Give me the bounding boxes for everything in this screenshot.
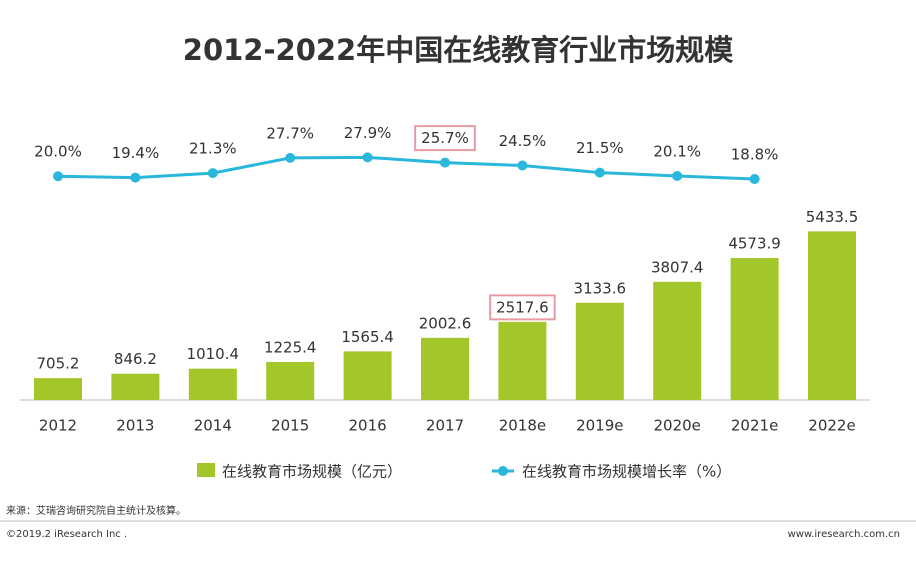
x-tick-label: 2018e	[499, 417, 546, 435]
data-label: 24.5%	[499, 132, 547, 150]
source: 来源：艾瑞咨询研究院自主统计及核算。	[6, 504, 186, 517]
bar	[653, 281, 702, 400]
x-tick-label: 2021e	[731, 417, 778, 435]
line-point	[285, 152, 296, 163]
data-label: 25.7%	[421, 129, 469, 147]
x-tick-label: 2015	[271, 417, 309, 435]
bar	[188, 368, 237, 400]
x-tick-label: 2012	[39, 417, 77, 435]
line-point	[53, 171, 63, 182]
chart-title: 2012-2022年中国在线教育行业市场规模	[183, 33, 734, 67]
data-label: 846.2	[114, 350, 157, 368]
x-tick-label: 2019e	[576, 417, 623, 435]
x-tick-label: 2016	[349, 417, 387, 435]
line-point	[440, 157, 450, 168]
legend-swatch	[498, 466, 508, 476]
data-label: 1565.4	[341, 328, 394, 346]
line-point	[749, 174, 760, 185]
data-label: 3133.6	[574, 279, 627, 297]
line-point	[362, 152, 373, 163]
bar	[34, 378, 82, 400]
highlight-box	[414, 125, 476, 152]
data-label: 2002.6	[419, 314, 472, 332]
x-tick-label: 2017	[426, 417, 464, 435]
bar	[730, 258, 779, 400]
line-point	[207, 168, 218, 179]
bar	[266, 361, 315, 400]
data-label: 1225.4	[264, 338, 317, 356]
website: www.iresearch.com.cn	[788, 529, 900, 540]
legend-label: 在线教育市场规模增长率（%）	[522, 463, 731, 481]
data-label: 2517.6	[496, 298, 549, 316]
bar	[111, 373, 160, 400]
bar	[498, 321, 547, 400]
copyright: ©2019.2 iResearch Inc .	[6, 529, 127, 540]
data-label: 21.5%	[576, 139, 624, 157]
data-label: 3807.4	[651, 258, 704, 276]
bar	[808, 231, 856, 400]
data-label: 5433.5	[806, 208, 859, 226]
legend-swatch	[197, 463, 215, 477]
x-tick-label: 2020e	[653, 417, 700, 435]
data-label: 4573.9	[728, 235, 781, 253]
legend-label: 在线教育市场规模（亿元）	[222, 463, 402, 481]
bar	[343, 351, 392, 400]
line-point	[672, 170, 683, 181]
data-label: 27.9%	[344, 124, 392, 142]
highlight-box	[489, 294, 556, 321]
data-label: 19.4%	[112, 144, 160, 162]
x-tick-label: 2022e	[808, 417, 855, 435]
data-label: 20.0%	[34, 143, 82, 161]
data-label: 18.8%	[731, 146, 779, 164]
x-tick-label: 2013	[116, 417, 154, 435]
data-label: 21.3%	[189, 140, 237, 158]
data-label: 27.7%	[266, 124, 314, 142]
line-point	[130, 172, 141, 183]
data-label: 705.2	[37, 355, 80, 373]
line-point	[517, 160, 528, 171]
x-tick-label: 2014	[194, 417, 232, 435]
line	[57, 155, 755, 181]
bar	[575, 302, 624, 400]
line-point	[594, 167, 605, 178]
data-label: 1010.4	[187, 345, 240, 363]
bar	[421, 337, 469, 400]
data-label: 20.1%	[653, 142, 701, 160]
